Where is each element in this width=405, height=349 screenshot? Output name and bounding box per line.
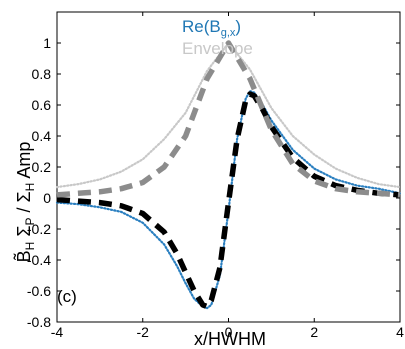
y-ticks: -0.8 -0.6 -0.4 -0.2 0 0.2 0.4 0.6 0.8 1 xyxy=(27,35,400,330)
x-axis-label: x/HWHM xyxy=(194,329,266,349)
y-tick-label: 0.4 xyxy=(32,128,52,144)
y-tick-label: 0.2 xyxy=(32,159,52,175)
x-tick-label: 0 xyxy=(225,324,233,340)
legend: Re(Bg,x)Envelope xyxy=(182,17,253,58)
x-tick-label: -2 xyxy=(137,324,150,340)
y-tick-label: 0.8 xyxy=(32,66,52,82)
series-line-1 xyxy=(55,89,402,310)
plot-frame xyxy=(56,11,401,323)
y-tick-label: 0.6 xyxy=(32,97,52,113)
panel-label: (c) xyxy=(57,287,77,306)
x-ticks: -4 -2 0 2 4 xyxy=(51,12,404,340)
series-line-4 xyxy=(56,40,401,198)
legend-entry-2: Envelope xyxy=(182,39,253,58)
series-layer xyxy=(55,40,402,310)
y-tick-label: -0.8 xyxy=(27,314,51,330)
y-axis-label: B̃H ΣP / ΣH Amp xyxy=(13,142,37,263)
y-tick-label: 0 xyxy=(43,190,51,206)
y-tick-label: -0.4 xyxy=(27,252,51,268)
series-line-2 xyxy=(55,41,402,189)
series-line-3 xyxy=(56,91,401,310)
y-tick-label: -0.6 xyxy=(27,283,51,299)
svg-text:B̃H ΣP / ΣH Amp: B̃H ΣP / ΣH Amp xyxy=(13,142,37,263)
y-tick-label: 1 xyxy=(43,35,51,51)
axes-box xyxy=(56,11,401,323)
y-tick-label: -0.2 xyxy=(27,221,51,237)
x-tick-label: -4 xyxy=(51,324,64,340)
x-tick-label: 2 xyxy=(310,324,318,340)
legend-entry-1: Re(Bg,x) xyxy=(182,17,241,39)
x-tick-label: 4 xyxy=(396,324,404,340)
